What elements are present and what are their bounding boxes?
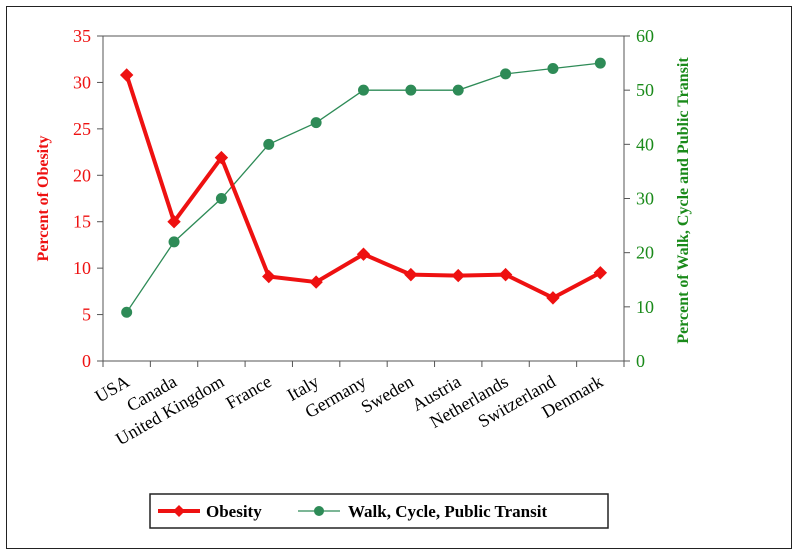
walk-point xyxy=(121,306,133,318)
x-tick-label: Sweden xyxy=(358,371,417,417)
obesity-point xyxy=(214,150,229,165)
right-tick-label: 30 xyxy=(636,189,654,209)
walk-point xyxy=(452,84,464,96)
obesity-point xyxy=(546,291,560,305)
walk-point xyxy=(215,193,227,204)
right-tick-label: 20 xyxy=(636,243,654,263)
left-tick-label: 0 xyxy=(82,351,91,371)
legend-walk-marker xyxy=(314,506,324,516)
legend-obesity-label: Obesity xyxy=(206,502,262,521)
left-tick-label: 30 xyxy=(73,72,91,92)
right-tick-label: 40 xyxy=(636,134,654,154)
obesity-point xyxy=(451,268,465,283)
walk-point xyxy=(168,236,180,248)
legend: Obesity Walk, Cycle, Public Transit xyxy=(149,493,609,529)
series-layer xyxy=(119,57,608,318)
walk-point xyxy=(500,68,512,80)
obesity-point xyxy=(119,68,134,82)
walk-point xyxy=(594,57,606,69)
right-tick-label: 0 xyxy=(636,351,645,371)
legend-obesity-marker xyxy=(173,505,185,517)
walk-point xyxy=(405,84,417,96)
chart-frame xyxy=(6,6,792,549)
left-tick-label: 25 xyxy=(73,119,91,139)
left-tick-label: 35 xyxy=(73,26,91,46)
left-axis-title: Percent of Obesity xyxy=(35,136,52,262)
right-tick-label: 50 xyxy=(636,80,654,100)
legend-box xyxy=(149,493,609,529)
walk-point xyxy=(547,63,559,74)
axes xyxy=(97,35,630,367)
right-axis-title: Percent of Walk, Cycle and Public Transi… xyxy=(675,57,692,344)
left-tick-label: 10 xyxy=(73,258,91,278)
walk-point xyxy=(358,84,369,96)
obesity-point xyxy=(262,269,276,284)
walk-point xyxy=(263,138,275,150)
obesity-point xyxy=(356,247,371,261)
x-tick-label: France xyxy=(222,371,274,413)
left-tick-label: 20 xyxy=(73,165,91,185)
obesity-point xyxy=(404,267,418,282)
right-tick-label: 60 xyxy=(636,26,654,46)
obesity-point xyxy=(498,267,513,282)
left-tick-label: 5 xyxy=(82,305,91,325)
obesity-point xyxy=(309,275,323,289)
obesity-series-line xyxy=(124,74,602,300)
walk-point xyxy=(310,117,322,129)
obesity-point xyxy=(167,215,181,229)
right-tick-label: 10 xyxy=(636,297,654,317)
obesity-point xyxy=(593,266,608,280)
left-tick-label: 15 xyxy=(73,212,91,232)
legend-walk-label: Walk, Cycle, Public Transit xyxy=(348,502,547,521)
